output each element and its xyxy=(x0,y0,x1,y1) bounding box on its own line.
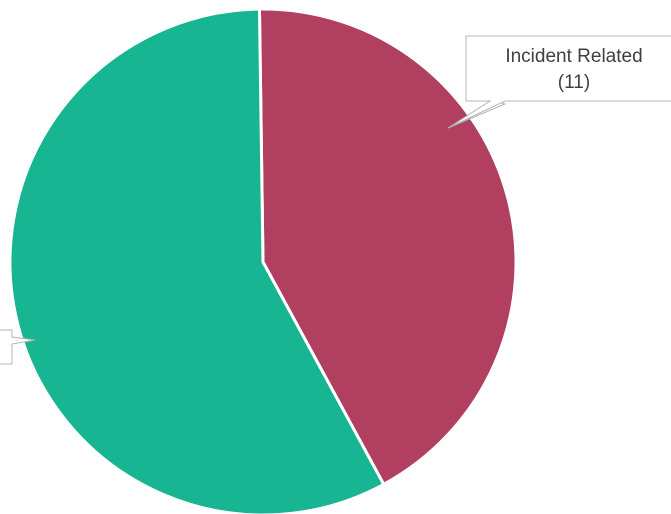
slice-other[interactable] xyxy=(8,7,386,514)
pie-slices xyxy=(8,7,518,514)
callout-other-box xyxy=(0,329,36,365)
callout-incident-related-count: (11) xyxy=(558,72,590,93)
callout-other xyxy=(0,329,36,365)
slice-incident-related[interactable] xyxy=(257,7,518,486)
callout-incident-related-box xyxy=(447,35,671,129)
callout-incident-related-name: Incident Related xyxy=(505,46,642,67)
callout-incident-related: Incident Related (11) xyxy=(447,35,671,129)
